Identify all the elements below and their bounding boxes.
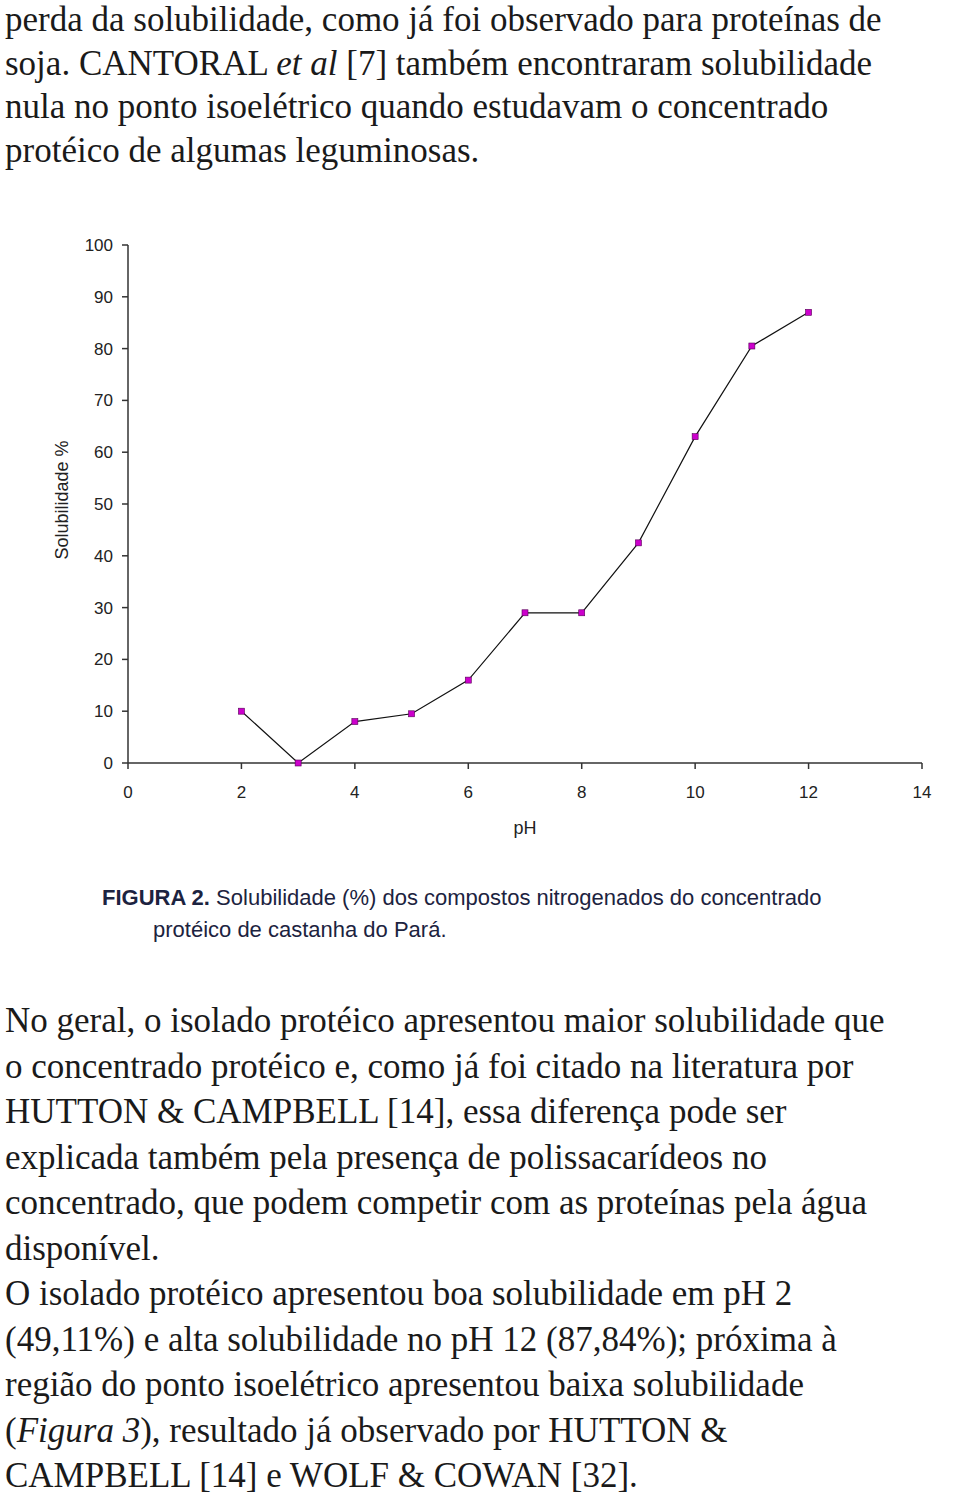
x-tick-label: 0 [123, 783, 132, 802]
text-run: O isolado protéico apresentou boa solubi… [5, 1274, 792, 1313]
x-tick-label: 2 [237, 783, 246, 802]
x-axis-label: pH [513, 818, 536, 838]
x-tick-label: 4 [350, 783, 359, 802]
data-line [241, 312, 808, 763]
text-run: HUTTON & CAMPBELL [14], essa diferença p… [5, 1092, 786, 1131]
text-line: concentrado, que podem competir com as p… [5, 1183, 867, 1223]
text-run: região do ponto isoelétrico apresentou b… [5, 1365, 804, 1404]
text-run: ), resultado já observado por HUTTON & [140, 1411, 727, 1450]
x-tick-label: 8 [577, 783, 586, 802]
x-tick [808, 763, 810, 769]
y-tick-label: 60 [94, 443, 113, 462]
text-run: [7] também encontraram solubilidade [337, 44, 872, 83]
caption-line: protéico de castanha do Pará. [153, 917, 447, 943]
text-run: ( [5, 1411, 17, 1450]
text-run: disponível. [5, 1229, 160, 1268]
text-line: o concentrado protéico e, como já foi ci… [5, 1047, 853, 1087]
text-line: O isolado protéico apresentou boa solubi… [5, 1274, 792, 1314]
chart: 0 10 20 30 40 50 60 70 80 90 100 0 2 4 6 8 10 12 14 pH Solub… [0, 0, 960, 880]
text-run: CAMPBELL [14] e WOLF & COWAN [32]. [5, 1456, 638, 1495]
y-tick [122, 710, 128, 712]
caption-label: FIGURA 2. [102, 885, 210, 910]
y-tick [122, 296, 128, 298]
text-run: nula no ponto isoelétrico quando estudav… [5, 87, 828, 126]
y-tick-label: 20 [94, 650, 113, 669]
text-run: perda da solubilidade, como já foi obser… [5, 0, 882, 39]
data-point [806, 309, 812, 315]
text-line: (Figura 3), resultado já observado por H… [5, 1411, 728, 1451]
italic-text: et al [276, 44, 337, 83]
y-tick [122, 244, 128, 246]
text-line: disponível. [5, 1229, 160, 1269]
x-tick [354, 763, 356, 769]
y-tick [122, 555, 128, 557]
text-line: nula no ponto isoelétrico quando estudav… [5, 87, 828, 127]
x-tick [468, 763, 470, 769]
text-run: (49,11%) e alta solubilidade no pH 12 (8… [5, 1320, 837, 1359]
data-point [409, 711, 415, 717]
y-axis-label: Solubilidade % [52, 440, 72, 559]
data-point [749, 343, 755, 349]
text-line: região do ponto isoelétrico apresentou b… [5, 1365, 804, 1405]
y-tick [122, 762, 128, 764]
italic-text: Figura 3 [17, 1411, 140, 1450]
data-point [238, 708, 244, 714]
x-axis [128, 762, 922, 764]
y-tick-label: 70 [94, 391, 113, 410]
x-tick [921, 763, 923, 769]
caption-text: Solubilidade (%) dos compostos nitrogena… [216, 885, 821, 910]
y-tick [122, 451, 128, 453]
y-tick-label: 40 [94, 547, 113, 566]
y-tick-label: 30 [94, 599, 113, 618]
x-tick-label: 12 [799, 783, 818, 802]
x-tick-label: 14 [913, 783, 932, 802]
x-tick [581, 763, 583, 769]
text-run: soja. CANTORAL [5, 44, 276, 83]
x-tick [694, 763, 696, 769]
y-tick-label: 90 [94, 288, 113, 307]
data-point [692, 434, 698, 440]
y-tick [122, 607, 128, 609]
y-tick-label: 0 [104, 754, 113, 773]
data-point [465, 677, 471, 683]
text-run: concentrado, que podem competir com as p… [5, 1183, 867, 1222]
x-tick [127, 763, 129, 769]
x-tick-label: 10 [686, 783, 705, 802]
y-tick [122, 400, 128, 402]
x-tick [241, 763, 243, 769]
text-run: No geral, o isolado protéico apresentou … [5, 1001, 885, 1040]
x-tick-label: 6 [464, 783, 473, 802]
y-tick-label: 10 [94, 702, 113, 721]
y-tick [122, 503, 128, 505]
text-run: explicada também pela presença de poliss… [5, 1138, 767, 1177]
text-line: CAMPBELL [14] e WOLF & COWAN [32]. [5, 1456, 638, 1496]
caption-line: FIGURA 2. Solubilidade (%) dos compostos… [102, 885, 822, 911]
data-point [352, 719, 358, 725]
y-tick-label: 50 [94, 495, 113, 514]
y-tick [122, 659, 128, 661]
data-point [295, 760, 301, 766]
data-point [579, 610, 585, 616]
y-tick-label: 100 [85, 236, 113, 255]
data-point [635, 540, 641, 546]
plot-area [238, 309, 811, 766]
text-line: protéico de algumas leguminosas. [5, 131, 479, 171]
text-line: soja. CANTORAL et al [7] também encontra… [5, 44, 872, 84]
y-tick-label: 80 [94, 340, 113, 359]
text-line: perda da solubilidade, como já foi obser… [5, 0, 882, 40]
text-line: explicada também pela presença de poliss… [5, 1138, 767, 1178]
text-run: o concentrado protéico e, como já foi ci… [5, 1047, 853, 1086]
text-run: protéico de algumas leguminosas. [5, 131, 479, 170]
text-line: (49,11%) e alta solubilidade no pH 12 (8… [5, 1320, 837, 1360]
data-point [522, 610, 528, 616]
text-line: HUTTON & CAMPBELL [14], essa diferença p… [5, 1092, 786, 1132]
y-tick [122, 348, 128, 350]
text-line: No geral, o isolado protéico apresentou … [5, 1001, 885, 1041]
